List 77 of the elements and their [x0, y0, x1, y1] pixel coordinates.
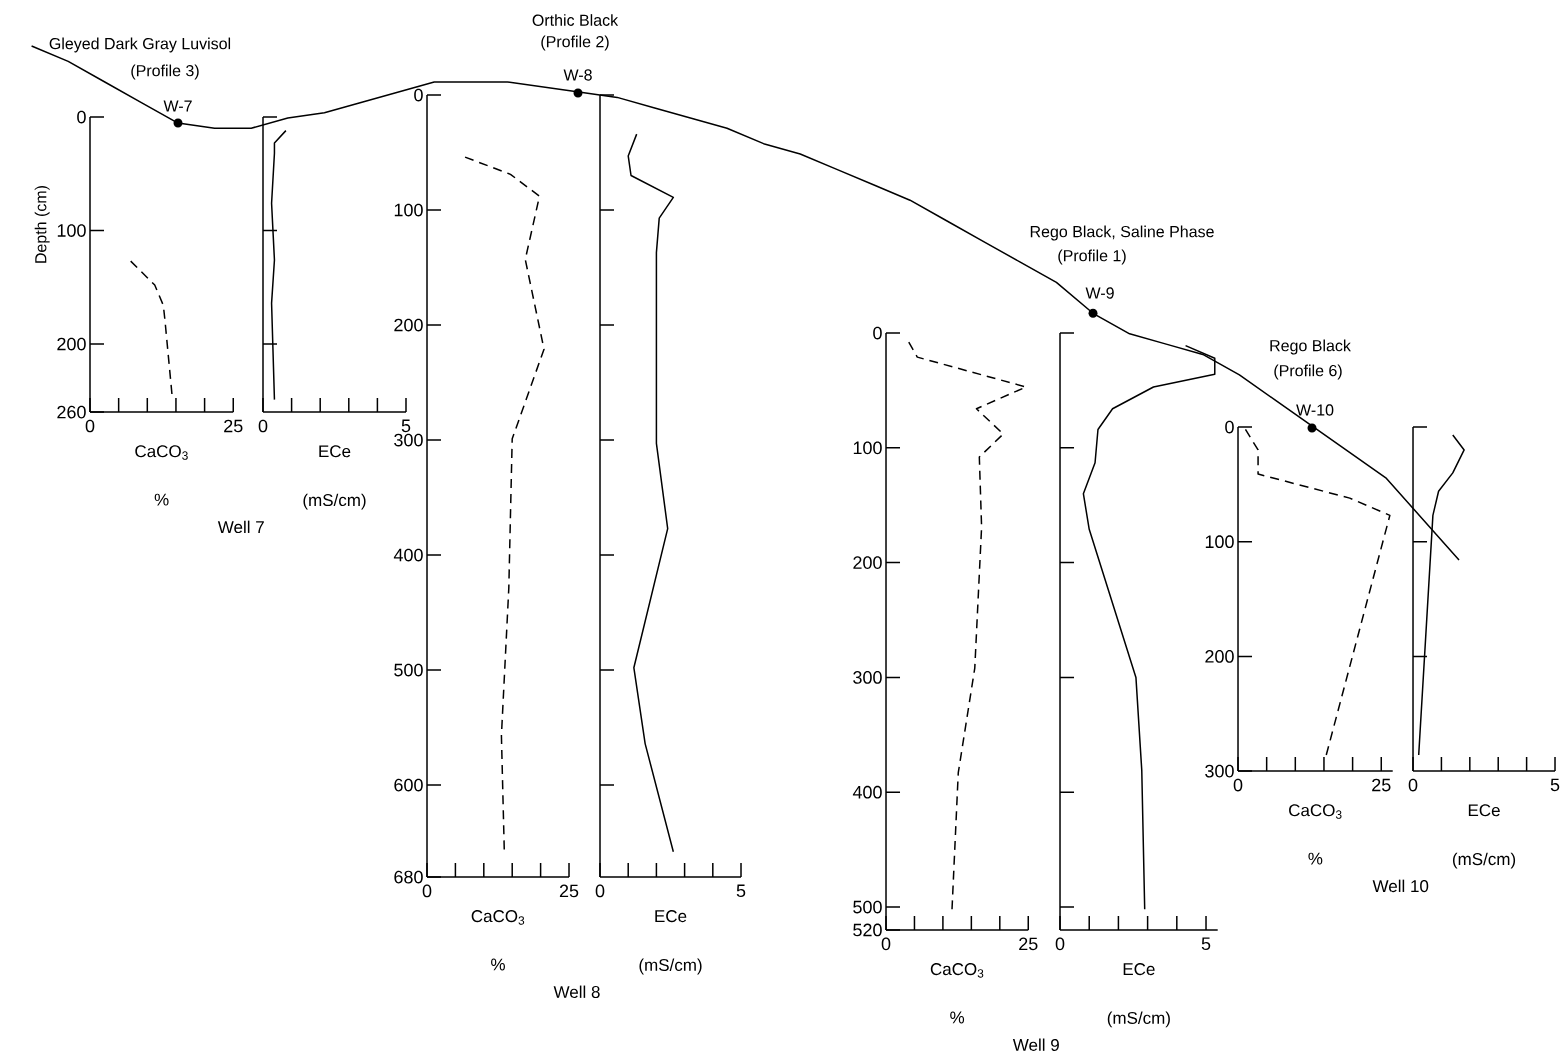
- line-series: [129, 260, 173, 395]
- annotation: (mS/cm): [303, 493, 366, 510]
- y-tick-label: 200: [853, 556, 882, 569]
- y-tick-label: 100: [57, 224, 86, 237]
- x-axis-title: ECe: [319, 445, 351, 458]
- y-tick-label: 100: [1205, 535, 1234, 549]
- x-axis-title: ECe: [655, 910, 687, 923]
- text: %: [1308, 852, 1323, 865]
- x-axis-title: CaCO$_{3}$: [930, 963, 984, 978]
- x-tick-label: 0: [422, 884, 432, 898]
- x-tick-label: 5: [401, 419, 411, 433]
- y-tick-label: 300: [394, 433, 423, 447]
- x-tick-label: 0: [85, 419, 95, 433]
- text: (mS/cm): [1107, 1011, 1170, 1028]
- y-tick-label: 400: [852, 785, 882, 799]
- annotation: W-9: [1085, 287, 1114, 299]
- point: [1307, 423, 1317, 433]
- y-tick-label: 100: [394, 203, 423, 217]
- x-tick-label: 25: [1372, 778, 1391, 792]
- annotation: Rego Black: [1270, 339, 1351, 355]
- y-axis-title: Depth (cm): [34, 186, 50, 263]
- x-tick-label: 0: [595, 884, 605, 898]
- x-tick-label: 0: [881, 937, 891, 951]
- x-axis-title: CaCO$_{3}$: [135, 445, 188, 460]
- x-tick-label: 25: [224, 419, 243, 433]
- x-tick-label: 0: [1233, 778, 1243, 792]
- text: Well 10: [1372, 879, 1429, 893]
- y-tick-label: 200: [394, 318, 423, 332]
- y-tick-label: 100: [853, 441, 882, 455]
- x-tick-label: 0: [1408, 778, 1418, 792]
- y-tick-label: 300: [853, 671, 882, 684]
- text: %: [950, 1011, 965, 1024]
- y-tick-label: 0: [77, 110, 86, 124]
- x-tick-label: 5: [736, 884, 746, 898]
- y-tick-label: 0: [873, 326, 882, 340]
- y-tick-label: 400: [393, 548, 423, 562]
- text: Well 9: [1012, 1038, 1059, 1051]
- y-tick-label: 500: [394, 663, 423, 677]
- point: [173, 118, 183, 128]
- annotation: %: [154, 493, 169, 506]
- x-tick-label: 5: [1201, 937, 1211, 951]
- y-tick-label: 520: [853, 923, 882, 937]
- line-series: [464, 156, 545, 851]
- y-tick-label: 0: [414, 88, 423, 102]
- annotation: (Profile 6): [1274, 364, 1342, 380]
- y-tick-label: 680: [394, 870, 423, 884]
- annotation: (Profile 2): [541, 35, 609, 51]
- text: Orthic Black: [532, 14, 619, 26]
- text: (mS/cm): [639, 958, 702, 975]
- text: Well 8: [553, 985, 600, 999]
- y-tick-label: 300: [1205, 764, 1234, 778]
- annotation: W-8: [563, 69, 592, 81]
- annotation: Gleyed Dark Gray Luvisol: [49, 37, 231, 53]
- line-series: [908, 341, 1027, 911]
- x-tick-label: 5: [1550, 778, 1560, 792]
- text: (mS/cm): [1452, 852, 1516, 869]
- y-tick-label: 200: [1205, 650, 1234, 663]
- y-tick-label: 600: [394, 778, 423, 792]
- y-tick-label: 500: [853, 900, 882, 914]
- annotation: W-10: [1296, 404, 1334, 416]
- annotation: W-7: [163, 100, 192, 112]
- x-tick-label: 25: [1019, 937, 1038, 951]
- annotation: Well 7: [217, 520, 264, 534]
- x-tick-label: 0: [258, 419, 268, 433]
- x-tick-label: 25: [559, 884, 579, 898]
- x-axis-title: CaCO$_{3}$: [1289, 804, 1342, 819]
- annotation: (Profile 1): [1058, 249, 1126, 265]
- x-axis-title: CaCO$_{3}$: [471, 910, 525, 925]
- point: [1088, 308, 1098, 318]
- annotation: Rego Black, Saline Phase: [1030, 225, 1214, 241]
- x-axis-title: ECe: [1468, 804, 1500, 817]
- x-axis-title: ECe: [1123, 963, 1155, 976]
- x-tick-label: 0: [1055, 937, 1065, 951]
- text: %: [491, 958, 505, 971]
- y-tick-label: 200: [57, 337, 86, 351]
- y-tick-label: 260: [57, 405, 86, 419]
- annotation: (Profile 3): [131, 64, 199, 80]
